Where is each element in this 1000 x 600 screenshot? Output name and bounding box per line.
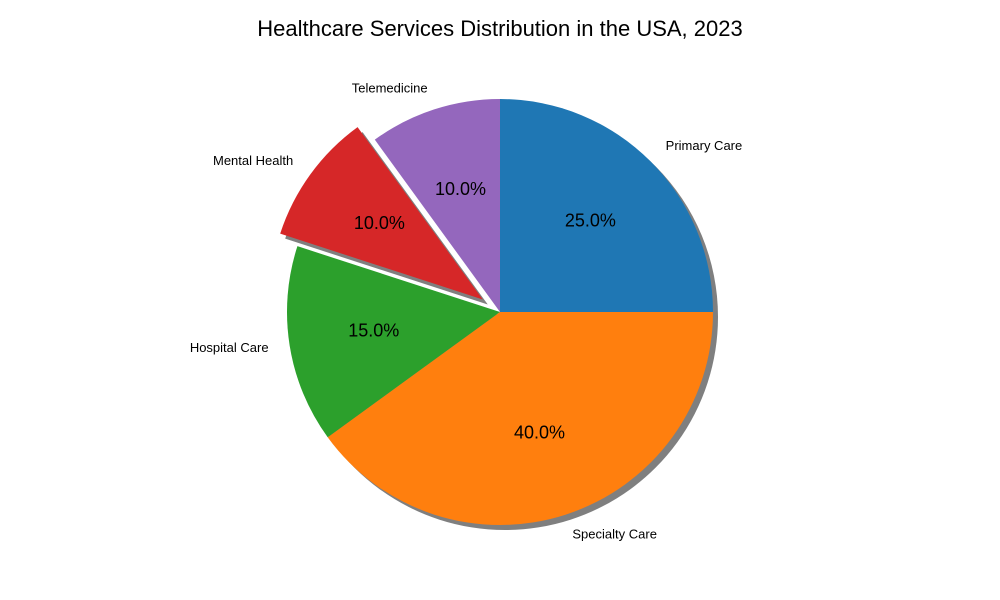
slice-telemedicine bbox=[374, 99, 500, 312]
chart-title: Healthcare Services Distribution in the … bbox=[257, 16, 742, 41]
slice-percent-telemedicine: 10.0% bbox=[435, 179, 486, 199]
pie-labels: Primary Care 25.0% Specialty Care 40.0% Hosp… bbox=[190, 81, 742, 542]
slice-percent-mental-health: 10.0% bbox=[354, 213, 405, 233]
slice-specialty-care bbox=[327, 312, 713, 526]
slice-label-hospital-care: Hospital Care bbox=[190, 340, 269, 355]
slice-label-telemedicine: Telemedicine bbox=[352, 81, 428, 96]
slice-mental-health bbox=[280, 127, 483, 300]
slice-hospital-care bbox=[286, 246, 500, 438]
slice-label-mental-health: Mental Health bbox=[213, 153, 293, 168]
slice-percent-primary-care: 25.0% bbox=[565, 210, 616, 230]
slice-primary-care bbox=[500, 99, 713, 312]
pie-slices bbox=[280, 99, 713, 526]
slice-label-primary-care: Primary Care bbox=[666, 138, 743, 153]
slice-label-specialty-care: Specialty Care bbox=[572, 526, 657, 541]
slice-percent-hospital-care: 15.0% bbox=[348, 321, 399, 341]
slice-percent-specialty-care: 40.0% bbox=[514, 422, 565, 442]
